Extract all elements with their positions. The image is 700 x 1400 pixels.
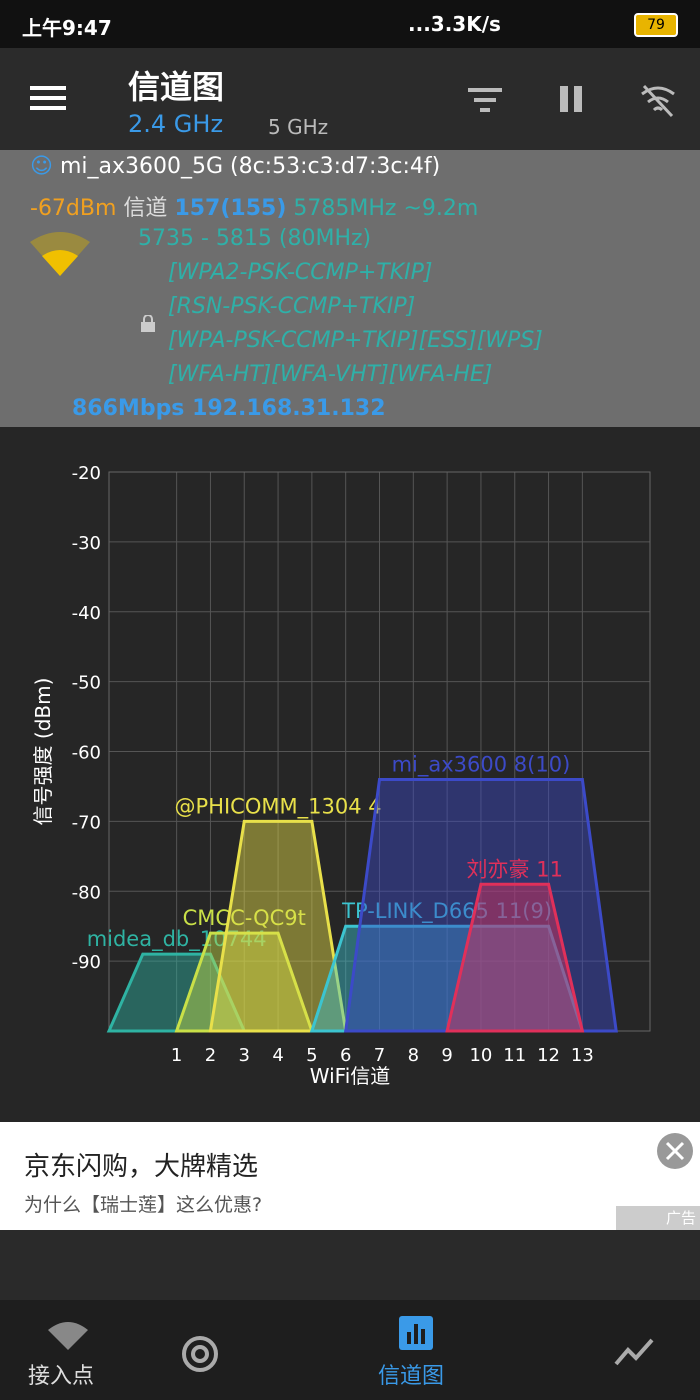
spacer xyxy=(0,1230,700,1300)
x-tick-label: 11 xyxy=(503,1045,526,1066)
network-band xyxy=(445,882,585,1033)
frequency-range: 5735 - 5815 (80MHz) xyxy=(138,226,372,251)
x-tick-label: 2 xyxy=(205,1045,216,1066)
ssid: ☺ mi_ax3600_5G (8c:53:c3:d7:3c:4f) xyxy=(30,154,441,179)
battery: 79 xyxy=(634,13,678,37)
y-tick-label: -90 xyxy=(72,952,101,973)
x-tick-label: 5 xyxy=(306,1045,317,1066)
menu-icon[interactable] xyxy=(30,84,70,114)
y-tick-label: -40 xyxy=(72,603,101,624)
connection-panel: ☺ mi_ax3600_5G (8c:53:c3:d7:3c:4f) -67dB… xyxy=(0,150,700,427)
ad-subtitle: 为什么【瑞士莲】这么优惠? xyxy=(24,1194,263,1216)
y-tick-label: -80 xyxy=(72,882,101,903)
wifi-off-icon[interactable] xyxy=(638,80,678,120)
ssid-text: mi_ax3600_5G (8c:53:c3:d7:3c:4f) xyxy=(59,154,441,179)
nav-icon[interactable] xyxy=(46,1320,90,1350)
y-axis-label: 信号强度 (dBm) xyxy=(31,678,55,826)
channel-label: 信道 xyxy=(123,196,168,221)
tab[interactable]: 5 GHz xyxy=(268,115,329,139)
channel-chart: 1 2 3 4 5 6 7 8 9 10 11 12 13-20-30-40-50-60-70-80-9… xyxy=(31,463,651,1088)
x-tick-label: 9 xyxy=(441,1045,452,1066)
x-tick-label: 10 xyxy=(469,1045,492,1066)
y-tick-label: -60 xyxy=(72,743,101,764)
x-tick-label: 8 xyxy=(408,1045,419,1066)
channel: 157(155) xyxy=(174,196,287,221)
nav-icon[interactable] xyxy=(614,1338,654,1368)
filter-icon[interactable] xyxy=(468,86,504,116)
nav-label[interactable]: 接入点 xyxy=(28,1364,95,1389)
x-tick-label: 3 xyxy=(239,1045,250,1066)
app-bar: 信道图 2.4 GHz 5 GHz xyxy=(0,48,700,150)
y-tick-label: -30 xyxy=(72,533,101,554)
network-label: mi_ax3600 8(10) xyxy=(392,752,571,777)
nav-icon[interactable] xyxy=(180,1334,220,1374)
x-tick-label: 6 xyxy=(340,1045,351,1066)
nav-icon[interactable] xyxy=(399,1316,435,1352)
capability: [WPA2-PSK-CCMP+TKIP] xyxy=(168,260,433,285)
network-label: TP-LINK_D665 11(9) xyxy=(341,899,552,924)
status-bar: 上午9:47 ...3.3K/s 79 xyxy=(0,0,700,48)
x-tick-label: 12 xyxy=(537,1045,560,1066)
x-tick-label: 1 xyxy=(171,1045,182,1066)
y-tick-label: -50 xyxy=(72,673,101,694)
title: 信道图 xyxy=(128,68,225,106)
pause-icon[interactable] xyxy=(558,84,588,114)
network-label: @PHICOMM_1304 4 xyxy=(175,794,382,819)
ad-tag: 广告 xyxy=(616,1206,700,1230)
ad-banner[interactable]: 京东闪购，大牌精选 为什么【瑞士莲】这么优惠? 广告 xyxy=(0,1122,700,1230)
detail-row: -67dBm 信道 157(155) 5785MHz ~9.2m xyxy=(30,190,478,222)
nav-label[interactable]: 信道图 xyxy=(378,1364,445,1389)
lock-icon xyxy=(141,315,155,332)
y-tick-label: -70 xyxy=(72,812,101,833)
x-tick-label: 7 xyxy=(374,1045,385,1066)
capability: [WPA-PSK-CCMP+TKIP][ESS][WPS] xyxy=(168,328,543,353)
close-button[interactable] xyxy=(656,1132,694,1170)
x-axis-label: WiFi信道 xyxy=(310,1064,391,1088)
network-label: CMCC-QC9t xyxy=(183,906,306,930)
tab[interactable]: 2.4 GHz xyxy=(128,110,224,138)
net-speed: ...3.3K/s xyxy=(408,12,501,36)
capability: [RSN-PSK-CCMP+TKIP] xyxy=(168,294,416,319)
y-tick-label: -20 xyxy=(72,463,101,484)
ad-title: 京东闪购，大牌精选 xyxy=(24,1152,259,1182)
capability: [WFA-HT][WFA-VHT][WFA-HE] xyxy=(168,362,493,387)
network-band xyxy=(208,819,348,1033)
network-label: 刘亦豪 11 xyxy=(467,857,563,881)
bottom-nav: 接入点 信道图 xyxy=(0,1300,700,1400)
x-tick-label: 4 xyxy=(272,1045,283,1066)
speed-ip: 866Mbps 192.168.31.132 xyxy=(72,396,386,421)
signal: -67dBm xyxy=(30,196,117,221)
frequency: 5785MHz ~9.2m xyxy=(293,196,479,221)
x-tick-label: 13 xyxy=(571,1045,594,1066)
clock: 上午9:47 xyxy=(22,16,112,40)
signal-icon xyxy=(30,232,90,276)
network-label: midea_db_10744 xyxy=(87,927,267,952)
